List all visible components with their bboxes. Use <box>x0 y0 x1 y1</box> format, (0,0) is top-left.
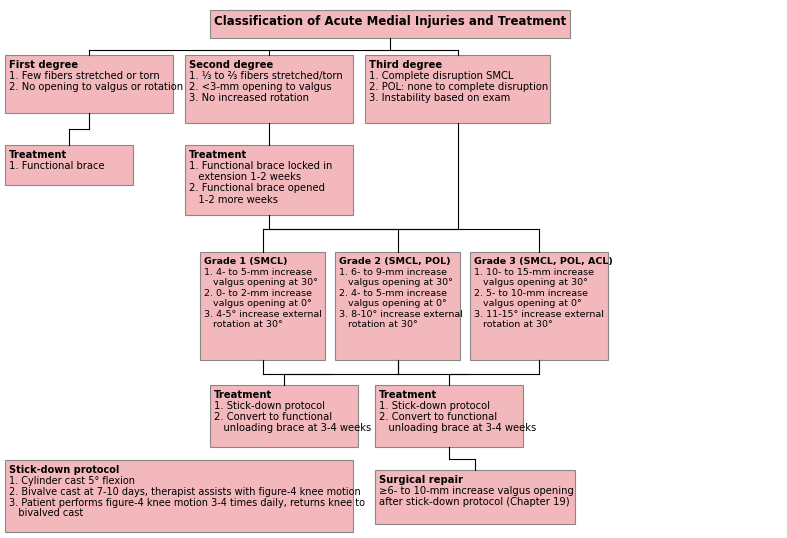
Text: First degree: First degree <box>9 60 78 70</box>
Text: 2. <3-mm opening to valgus: 2. <3-mm opening to valgus <box>189 82 331 93</box>
FancyBboxPatch shape <box>365 55 550 123</box>
Text: 3. 4-5° increase external: 3. 4-5° increase external <box>204 310 322 318</box>
Text: valgus opening at 30°: valgus opening at 30° <box>204 278 318 287</box>
Text: after stick-down protocol (Chapter 19): after stick-down protocol (Chapter 19) <box>379 497 570 507</box>
Text: Surgical repair: Surgical repair <box>379 475 463 485</box>
Text: 2. No opening to valgus or rotation: 2. No opening to valgus or rotation <box>9 82 183 93</box>
Text: rotation at 30°: rotation at 30° <box>339 320 418 329</box>
Text: 1. 10- to 15-mm increase: 1. 10- to 15-mm increase <box>474 267 594 277</box>
Text: ≥6- to 10-mm increase valgus opening: ≥6- to 10-mm increase valgus opening <box>379 486 574 496</box>
Text: extension 1-2 weeks: extension 1-2 weeks <box>189 172 301 182</box>
Text: 1. Functional brace locked in: 1. Functional brace locked in <box>189 161 332 171</box>
Text: Treatment: Treatment <box>9 150 67 160</box>
Text: Stick-down protocol: Stick-down protocol <box>9 465 120 475</box>
Text: bivalved cast: bivalved cast <box>9 508 83 519</box>
FancyBboxPatch shape <box>210 10 570 38</box>
Text: 1. Cylinder cast 5° flexion: 1. Cylinder cast 5° flexion <box>9 476 135 486</box>
Text: valgus opening at 0°: valgus opening at 0° <box>339 299 447 308</box>
Text: 3. Instability based on exam: 3. Instability based on exam <box>369 94 510 103</box>
FancyBboxPatch shape <box>470 252 608 360</box>
Text: rotation at 30°: rotation at 30° <box>474 320 552 329</box>
Text: 1-2 more weeks: 1-2 more weeks <box>189 195 278 204</box>
Text: unloading brace at 3-4 weeks: unloading brace at 3-4 weeks <box>214 423 371 434</box>
Text: valgus opening at 30°: valgus opening at 30° <box>339 278 453 287</box>
FancyBboxPatch shape <box>185 55 353 123</box>
FancyBboxPatch shape <box>5 55 173 113</box>
Text: valgus opening at 30°: valgus opening at 30° <box>474 278 588 287</box>
Text: rotation at 30°: rotation at 30° <box>204 320 283 329</box>
Text: 2. 0- to 2-mm increase: 2. 0- to 2-mm increase <box>204 288 312 298</box>
FancyBboxPatch shape <box>5 145 133 185</box>
Text: 1. Stick-down protocol: 1. Stick-down protocol <box>214 401 325 411</box>
Text: 1. Stick-down protocol: 1. Stick-down protocol <box>379 401 490 411</box>
FancyBboxPatch shape <box>335 252 460 360</box>
Text: Treatment: Treatment <box>214 390 272 400</box>
Text: Treatment: Treatment <box>379 390 438 400</box>
FancyBboxPatch shape <box>5 460 353 532</box>
Text: 1. 6- to 9-mm increase: 1. 6- to 9-mm increase <box>339 267 447 277</box>
Text: Third degree: Third degree <box>369 60 442 70</box>
Text: 1. ⅓ to ⅔ fibers stretched/torn: 1. ⅓ to ⅔ fibers stretched/torn <box>189 71 343 81</box>
Text: Treatment: Treatment <box>189 150 247 160</box>
Text: Grade 3 (SMCL, POL, ACL): Grade 3 (SMCL, POL, ACL) <box>474 257 613 266</box>
Text: 2. POL: none to complete disruption: 2. POL: none to complete disruption <box>369 82 549 93</box>
Text: Classification of Acute Medial Injuries and Treatment: Classification of Acute Medial Injuries … <box>214 15 567 28</box>
Text: 1. Few fibers stretched or torn: 1. Few fibers stretched or torn <box>9 71 160 81</box>
Text: Second degree: Second degree <box>189 60 273 70</box>
Text: 2. 4- to 5-mm increase: 2. 4- to 5-mm increase <box>339 288 447 298</box>
Text: 1. Functional brace: 1. Functional brace <box>9 161 105 171</box>
FancyBboxPatch shape <box>200 252 325 360</box>
Text: unloading brace at 3-4 weeks: unloading brace at 3-4 weeks <box>379 423 536 434</box>
Text: 3. Patient performs figure-4 knee motion 3-4 times daily, returns knee to: 3. Patient performs figure-4 knee motion… <box>9 498 365 507</box>
FancyBboxPatch shape <box>210 385 358 447</box>
Text: 1. Complete disruption SMCL: 1. Complete disruption SMCL <box>369 71 513 81</box>
Text: Grade 2 (SMCL, POL): Grade 2 (SMCL, POL) <box>339 257 451 266</box>
Text: 3. 8-10° increase external: 3. 8-10° increase external <box>339 310 463 318</box>
Text: 2. Convert to functional: 2. Convert to functional <box>379 412 497 422</box>
Text: Grade 1 (SMCL): Grade 1 (SMCL) <box>204 257 287 266</box>
Text: 3. No increased rotation: 3. No increased rotation <box>189 94 309 103</box>
Text: 2. Functional brace opened: 2. Functional brace opened <box>189 183 325 194</box>
Text: valgus opening at 0°: valgus opening at 0° <box>474 299 582 308</box>
Text: 2. Convert to functional: 2. Convert to functional <box>214 412 332 422</box>
Text: 1. 4- to 5-mm increase: 1. 4- to 5-mm increase <box>204 267 312 277</box>
FancyBboxPatch shape <box>375 385 523 447</box>
Text: 3. 11-15° increase external: 3. 11-15° increase external <box>474 310 604 318</box>
Text: 2. Bivalve cast at 7-10 days, therapist assists with figure-4 knee motion: 2. Bivalve cast at 7-10 days, therapist … <box>9 487 360 497</box>
Text: 2. 5- to 10-mm increase: 2. 5- to 10-mm increase <box>474 288 588 298</box>
FancyBboxPatch shape <box>375 470 575 524</box>
FancyBboxPatch shape <box>185 145 353 215</box>
Text: valgus opening at 0°: valgus opening at 0° <box>204 299 312 308</box>
